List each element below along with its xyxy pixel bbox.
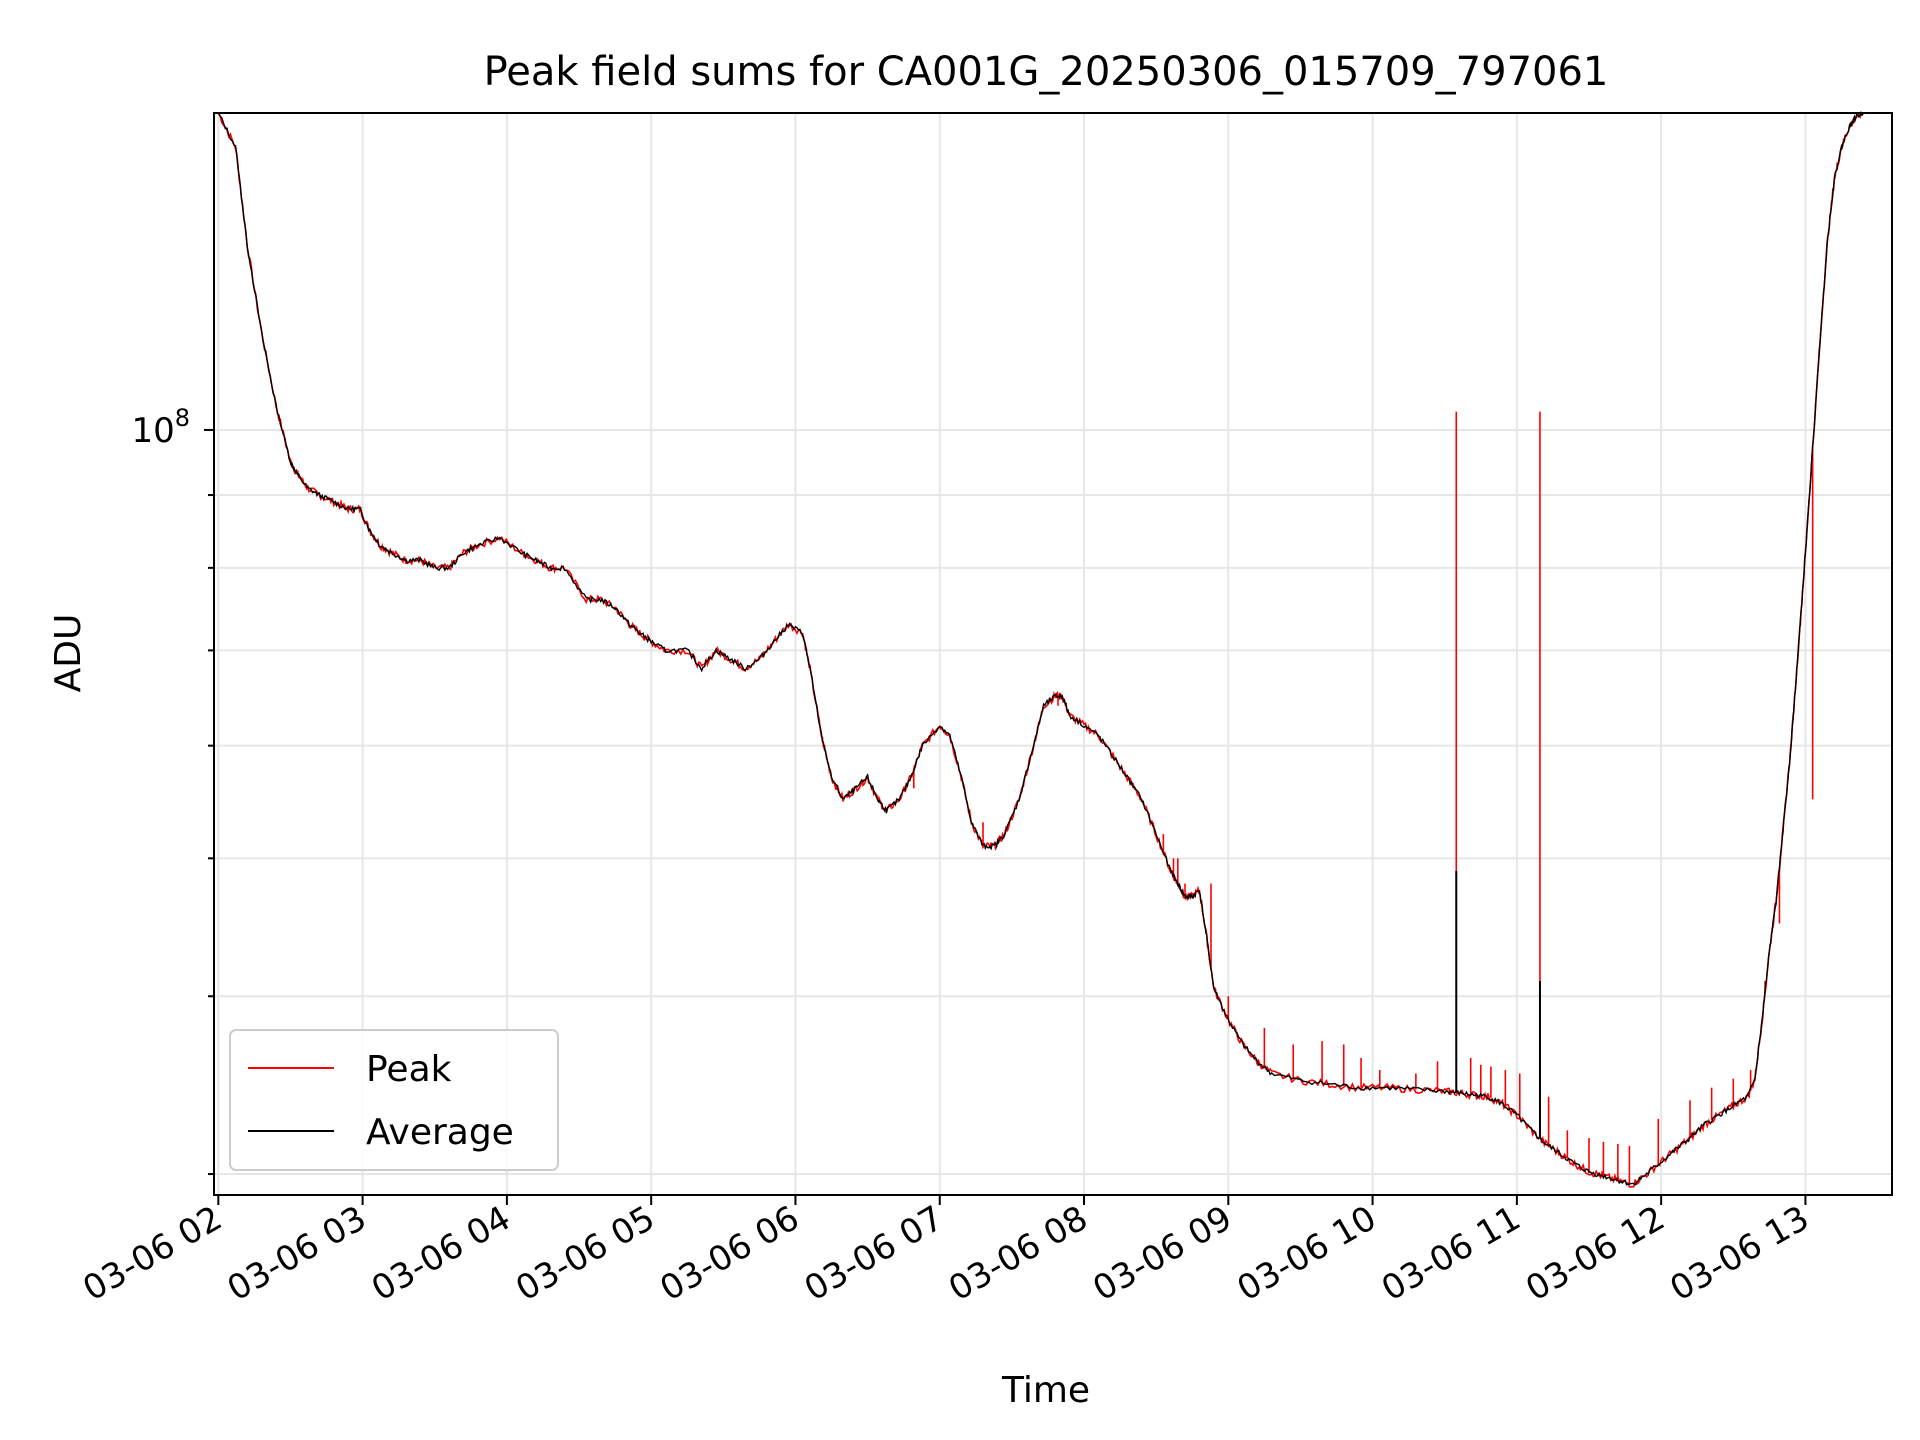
average-line [217,110,1864,1186]
x-tick-label: 03-06 06 [654,1198,806,1309]
x-tick-label: 03-06 04 [365,1198,517,1309]
x-tick-label: 03-06 10 [1231,1198,1383,1309]
x-tick-label: 03-06 07 [798,1198,950,1309]
x-tick-label: 03-06 03 [221,1198,373,1309]
x-axis-label: Time [1001,1370,1090,1411]
y-tick-label-exponent: 8 [175,404,190,432]
plot-frame [213,112,1893,1196]
grid [214,113,1892,1195]
x-tick-label: 03-06 13 [1664,1198,1816,1309]
x-tick-label: 03-06 08 [942,1198,1094,1309]
average-series [217,110,1864,1186]
x-tick-label: 03-06 12 [1519,1198,1671,1309]
y-tick-label: 108 [131,404,190,451]
legend-average-label: Average [366,1112,514,1153]
x-tick-label: 03-06 11 [1375,1198,1527,1309]
legend-peak-label: Peak [366,1049,452,1090]
legend: Peak Average [229,1029,559,1171]
legend-box [229,1029,559,1171]
chart-title: Peak field sums for CA001G_20250306_0157… [484,49,1609,95]
x-tick-label: 03-06 09 [1086,1198,1238,1309]
y-tick-label-base: 10 [131,411,174,451]
x-tick-label: 03-06 05 [509,1198,661,1309]
y-axis-label: ADU [48,614,89,693]
x-tick-label: 03-06 02 [76,1198,228,1309]
